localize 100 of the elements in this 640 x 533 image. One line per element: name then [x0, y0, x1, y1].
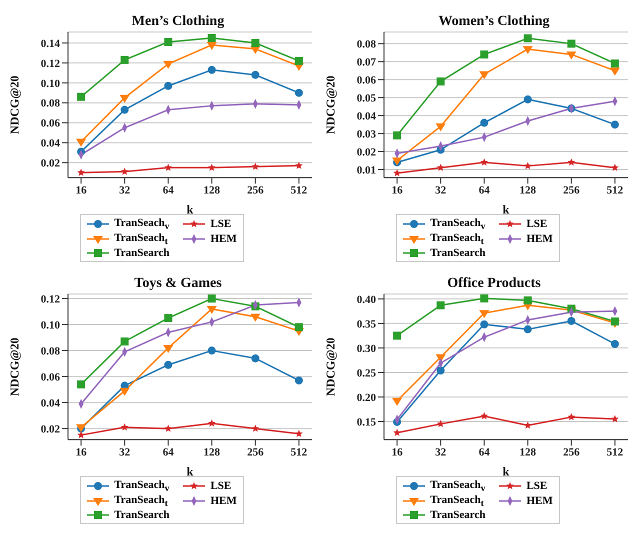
point — [436, 164, 444, 171]
y-tick-label: 0.15 — [356, 416, 376, 428]
legend-label: TranSearch — [430, 509, 486, 521]
point — [164, 360, 172, 369]
chart-title: Toys & Games — [134, 276, 222, 291]
point — [393, 131, 402, 140]
y-tick-label: 0.02 — [40, 158, 60, 170]
y-tick-label: 0.05 — [356, 92, 376, 105]
x-tick-label: 32 — [119, 446, 131, 458]
point — [77, 168, 85, 176]
x-axis-title: k — [186, 464, 194, 479]
point — [164, 82, 172, 90]
point — [610, 59, 619, 68]
x-tick-label: 512 — [290, 446, 308, 458]
legend-label: TranSeach$_{t}$ — [114, 494, 168, 508]
point — [252, 162, 260, 170]
point — [208, 419, 216, 427]
point — [206, 42, 217, 50]
point — [251, 70, 260, 79]
point — [393, 332, 402, 340]
point — [163, 60, 174, 69]
point — [480, 294, 488, 302]
point — [479, 71, 490, 80]
y-tick-label: 0.06 — [40, 371, 60, 384]
point — [208, 346, 216, 355]
x-tick-label: 16 — [392, 446, 404, 458]
x-tick-label: 16 — [76, 446, 88, 458]
x-tick-label: 64 — [162, 446, 174, 458]
x-tick-label: 64 — [478, 184, 490, 196]
legend-label: LSE — [526, 218, 548, 230]
y-tick-label: 0.08 — [356, 38, 376, 51]
x-tick-label: 16 — [76, 184, 88, 196]
point — [164, 314, 172, 322]
legend-label: HEM — [526, 494, 553, 507]
x-axis-title: k — [502, 202, 510, 217]
y-tick-label: 0.08 — [40, 345, 60, 358]
point — [120, 337, 129, 346]
x-tick-label: 32 — [435, 446, 447, 458]
x-tick-label: 256 — [563, 184, 580, 196]
point — [568, 413, 576, 420]
y-tick-label: 0.12 — [40, 58, 60, 70]
point — [164, 38, 172, 46]
point — [610, 120, 619, 129]
point — [294, 376, 303, 384]
x-tick-label: 128 — [520, 184, 537, 196]
point — [252, 424, 260, 432]
point — [610, 317, 619, 326]
point — [120, 423, 128, 431]
legend-label: HEM — [210, 494, 237, 507]
legend-label: TranSearch — [114, 247, 170, 259]
point — [163, 344, 174, 353]
legend-label: HEM — [526, 232, 553, 245]
x-tick-label: 16 — [392, 184, 404, 196]
x-tick-label: 512 — [606, 446, 624, 458]
point — [208, 66, 216, 74]
y-tick-label: 0.12 — [40, 293, 60, 306]
chart-title: Men’s Clothing — [132, 14, 224, 29]
y-tick-label: 0.40 — [356, 294, 376, 306]
point — [567, 316, 576, 325]
y-tick-label: 0.08 — [40, 98, 60, 110]
point — [120, 106, 129, 114]
legend-label: TranSeach$_{v}$ — [430, 216, 486, 231]
point — [295, 162, 303, 169]
y-tick-label: 0.04 — [40, 397, 60, 410]
y-tick-label: 0.06 — [356, 74, 376, 87]
y-axis-title: NDCG@20 — [323, 338, 338, 396]
y-tick-label: 0.04 — [356, 110, 376, 123]
point — [480, 320, 488, 328]
point — [522, 46, 533, 54]
legend-label: TranSearch — [114, 509, 170, 521]
point — [251, 38, 260, 47]
point — [436, 366, 445, 374]
legend-label: HEM — [210, 232, 237, 245]
point — [294, 323, 303, 332]
x-tick-label: 256 — [247, 184, 264, 196]
y-tick-label: 0.06 — [40, 118, 60, 130]
legend-label: TranSeach$_{v}$ — [114, 216, 170, 231]
point — [164, 164, 172, 171]
point — [208, 164, 216, 171]
y-axis-title: NDCG@20 — [7, 338, 22, 396]
y-tick-label: 0.02 — [356, 146, 376, 158]
point — [567, 40, 576, 48]
x-tick-label: 128 — [520, 446, 537, 458]
legend-label: TranSeach$_{v}$ — [430, 478, 486, 493]
point — [480, 158, 488, 166]
legend-label: TranSearch — [430, 247, 486, 259]
legend-label: TranSeach$_{t}$ — [430, 494, 484, 508]
point — [610, 68, 620, 76]
y-axis-title: NDCG@20 — [323, 76, 338, 134]
point — [566, 51, 576, 60]
point — [392, 398, 402, 406]
point — [77, 431, 85, 438]
y-tick-label: 0.14 — [40, 38, 60, 50]
legend-label: LSE — [210, 480, 232, 492]
y-tick-label: 0.03 — [356, 128, 376, 140]
x-tick-label: 64 — [162, 184, 174, 196]
point — [611, 415, 619, 422]
y-tick-label: 0.30 — [356, 342, 376, 355]
y-tick-label: 0.35 — [356, 318, 376, 330]
legend-label: TranSeach$_{v}$ — [114, 478, 170, 493]
